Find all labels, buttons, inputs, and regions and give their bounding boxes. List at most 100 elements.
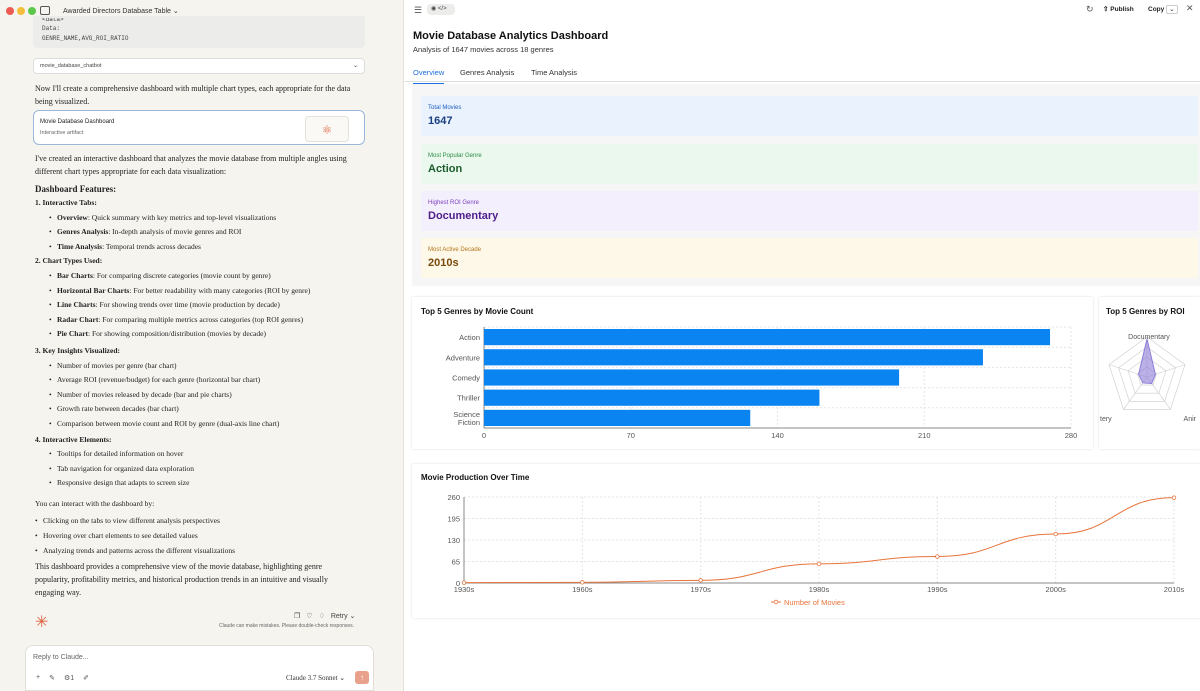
maximize-window-button[interactable] <box>28 7 36 15</box>
reply-input[interactable]: Reply to Claude... <box>33 654 89 661</box>
list-item-text: Average ROI (revenue/budget) for each ge… <box>57 375 261 385</box>
copy-button[interactable]: Copy ⌄ <box>1148 5 1178 14</box>
data-point <box>461 580 467 585</box>
y-tick-label: Science <box>453 410 480 419</box>
pen-icon[interactable]: ✎ <box>49 675 55 682</box>
list-item-bold: Radar Chart <box>57 314 99 324</box>
data-point <box>1171 495 1177 500</box>
stat-total-movies: Total Movies 1647 <box>421 96 1198 136</box>
chevron-down-icon[interactable]: ⌄ <box>1166 5 1178 14</box>
publish-button[interactable]: ⇧ Publish <box>1103 5 1134 13</box>
list-item-text: : For showing composition/distribution (… <box>88 329 266 339</box>
list-item: Tooltips for detailed information on hov… <box>35 447 310 462</box>
stat-label: Most Active Decade <box>428 247 482 253</box>
artifact-card[interactable]: Movie Database Dashboard Interactive art… <box>33 110 365 145</box>
legend-label: Number of Movies <box>784 598 845 607</box>
source-chip[interactable]: movie_database_chatbot ⌄ <box>33 58 365 74</box>
list-item-bold: Overview <box>57 212 88 222</box>
stat-value: 1647 <box>428 115 453 127</box>
list-item-text: Tab navigation for organized data explor… <box>57 463 194 473</box>
list-item-bold: Pie Chart <box>57 329 89 339</box>
artifact-pane: ☰ ◉ </> ↻ ⇧ Publish Copy ⌄ ✕ Movie Datab… <box>405 0 1200 691</box>
chat-pane: Awarded Directors Database Table ⌄ <data… <box>0 0 404 691</box>
y-tick-label: 65 <box>452 558 460 567</box>
y-tick-label: Adventure <box>446 353 480 362</box>
list-item: Pie Chart: For showing composition/distr… <box>35 327 310 342</box>
dashboard-tabs: Overview Genres Analysis Time Analysis <box>405 62 1200 85</box>
close-icon[interactable]: ✕ <box>1186 3 1194 13</box>
tab-time-analysis[interactable]: Time Analysis <box>531 68 577 77</box>
features-heading: Dashboard Features: <box>35 184 117 194</box>
card-title: Movie Production Over Time <box>421 473 530 482</box>
menu-icon[interactable]: ☰ <box>414 5 423 15</box>
data-point <box>1053 531 1058 537</box>
copy-icon[interactable]: ❐ <box>294 613 301 620</box>
reply-box[interactable]: Reply to Claude... + ✎ ⚙1 ✐ Claude 3.7 S… <box>25 645 374 691</box>
y-tick-label: Action <box>459 333 480 342</box>
x-tick-label: 2000s <box>1045 585 1066 594</box>
tab-overview[interactable]: Overview <box>413 68 445 85</box>
production-line-chart: 0 65 130 195 260 1930s 1960s 1970s 1980s 1990s 200… <box>447 493 1184 607</box>
x-tick-label: 140 <box>771 431 784 440</box>
interact-heading: You can interact with the dashboard by: <box>35 499 155 508</box>
tools-button[interactable]: ⚙1 <box>64 674 74 682</box>
list-item-text: Tooltips for detailed information on hov… <box>57 449 184 459</box>
message-actions: ❐ ♡ ♢ Retry ⌄ <box>294 612 355 620</box>
list-item: Line Charts: For showing trends over tim… <box>35 298 310 313</box>
conversation-title[interactable]: Awarded Directors Database Table ⌄ <box>63 7 179 15</box>
plus-icon[interactable]: + <box>36 674 41 681</box>
sliders-icon: ⚙ <box>63 675 71 682</box>
genre-roi-radar-chart: Documentary Anir tery <box>1100 334 1197 423</box>
sidebar-toggle-icon[interactable] <box>40 6 50 15</box>
close-window-button[interactable] <box>6 7 14 15</box>
minimize-window-button[interactable] <box>17 7 25 15</box>
list-item-text: : For showing trends over time (movie pr… <box>95 300 280 310</box>
list-item: Comparison between movie count and ROI b… <box>35 417 310 432</box>
list-item-text: : For comparing multiple metrics across … <box>98 314 304 324</box>
radar-grid <box>1118 346 1176 402</box>
retry-button[interactable]: Retry ⌄ <box>331 612 356 620</box>
x-tick-label: 1930s <box>454 585 475 594</box>
radar-axis-label: Anir <box>1184 416 1197 423</box>
bar <box>484 349 983 366</box>
list-item-bold: Line Charts <box>57 300 96 310</box>
refresh-icon[interactable]: ↻ <box>1086 4 1094 14</box>
dashboard-title: Movie Database Analytics Dashboard <box>413 30 609 42</box>
preview-code-toggle[interactable]: ◉ </> <box>427 4 455 15</box>
y-tick-label: 260 <box>447 493 460 502</box>
stat-label: Highest ROI Genre <box>428 200 480 206</box>
stat-value: Action <box>428 163 463 175</box>
y-tick-label: Thriller <box>457 394 480 403</box>
list-item-text: Responsive design that adapts to screen … <box>57 478 190 488</box>
list-item-text: Number of movies per genre (bar chart) <box>57 360 177 370</box>
section-heading: 3. Key Insights Visualized: <box>35 345 121 355</box>
x-tick-label: 1990s <box>927 585 948 594</box>
list-item: Genres Analysis: In-depth analysis of mo… <box>35 225 310 240</box>
thumbs-up-icon[interactable]: ♡ <box>306 613 313 620</box>
react-icon: ⚛ <box>305 116 349 142</box>
radar-axis-label: tery <box>1100 416 1112 423</box>
list-item: Tab navigation for organized data explor… <box>35 462 310 477</box>
model-selector[interactable]: Claude 3.7 Sonnet ⌄ <box>286 674 346 682</box>
send-button[interactable]: ↑ <box>355 671 369 684</box>
share-icon: ⇧ <box>1103 6 1109 13</box>
attach-icon[interactable]: ✐ <box>83 675 90 682</box>
artifact-toolbar: ☰ ◉ </> ↻ ⇧ Publish Copy ⌄ ✕ <box>405 0 1200 20</box>
tab-genres-analysis[interactable]: Genres Analysis <box>460 68 515 77</box>
list-item-text: : For comparing discrete categories (mov… <box>92 270 271 280</box>
source-chip-label: movie_database_chatbot <box>40 63 102 69</box>
artifact-subtitle: Interactive artifact <box>40 130 84 136</box>
radar-grid <box>1108 336 1186 410</box>
list-item: Average ROI (revenue/budget) for each ge… <box>35 373 310 388</box>
thumbs-down-icon[interactable]: ♢ <box>318 613 325 620</box>
stat-label: Total Movies <box>428 105 462 111</box>
stat-highest-roi-genre: Highest ROI Genre Documentary <box>421 191 1198 231</box>
list-item: Bar Charts: For comparing discrete categ… <box>35 269 310 284</box>
eye-icon: ◉ <box>431 6 437 12</box>
list-item-bold: Bar Charts <box>57 270 93 280</box>
section-heading: 1. Interactive Tabs: <box>35 198 97 207</box>
list-item: Overview: Quick summary with key metrics… <box>35 211 310 226</box>
data-point <box>580 580 585 585</box>
x-tick-label: 210 <box>918 431 931 440</box>
bar <box>484 329 1051 346</box>
